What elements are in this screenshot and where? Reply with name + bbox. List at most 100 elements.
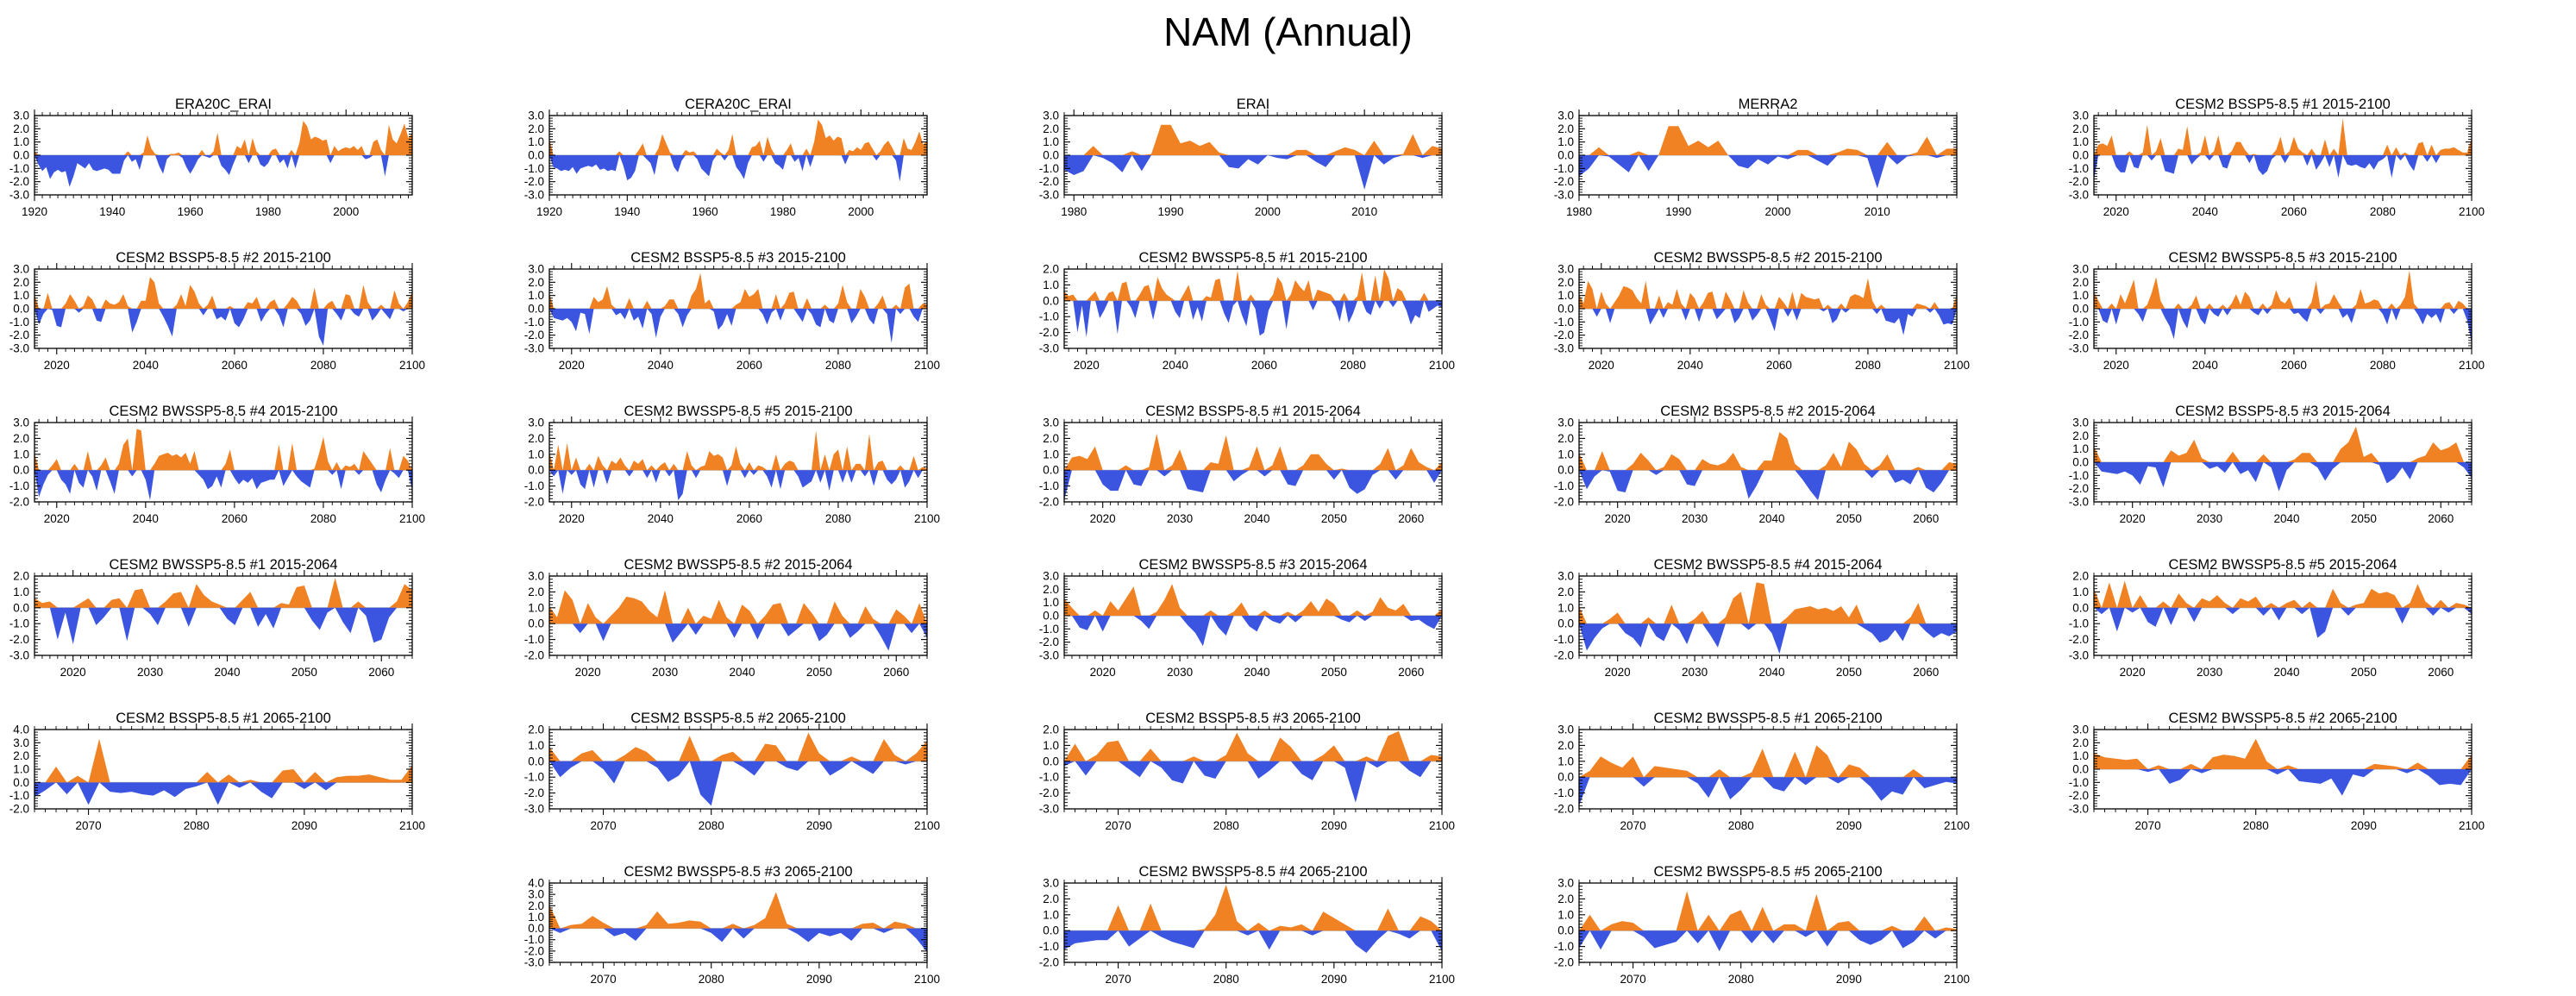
x-axis-tick-label: 1940 [99,205,125,218]
x-axis-tick-label: 2090 [1321,819,1347,832]
y-axis-tick-label: -1.0 [1039,310,1059,323]
y-axis-tick-label: -2.0 [9,633,29,646]
y-axis-tick-label: 0.0 [1043,755,1059,767]
chart-svg: CESM2 BSSP5-8.5 #1 2015-2100 -3.0-2.0-1.0… [2069,97,2485,218]
chart-svg: CESM2 BWSSP5-8.5 #2 2015-2064 -2.0 -1.0 0.0… [524,557,928,679]
x-axis-tick-label: 2040 [2273,512,2299,525]
x-axis-tick-label: 2020 [44,512,70,525]
positive-anomaly-area [549,430,927,471]
y-axis-tick-label: -1.0 [1039,162,1059,175]
positive-anomaly-area [1579,278,1957,309]
y-axis-tick-label: -2.0 [524,175,544,188]
x-axis-tick-label: 2030 [137,666,163,679]
x-axis-tick-label: 2100 [1944,973,1970,986]
x-axis-tick-label: 2060 [1398,512,1424,525]
chart-title: MERRA2 [1739,97,1798,112]
chart-cell: CESM2 BWSSP5-8.5 #2 2065-2100 -3.0 -2.0 -1.… [2059,685,2574,838]
x-axis-tick-label: 2080 [1855,359,1881,372]
x-axis-tick-label: 1960 [693,205,718,218]
y-axis-tick-label: 0.0 [528,922,544,935]
charts-grid: ERA20C_ERAI -3.0 -2.0 -1.0 0.0 1.0 2.0 3.0 1920 1… [0,71,2576,992]
x-axis-tick-label: 2070 [591,819,617,832]
chart-title: CESM2 BSSP5-8.5 #2 2065-2100 [630,711,846,726]
x-axis-tick-label: 2050 [1836,512,1862,525]
x-axis-tick-label: 2040 [133,359,159,372]
y-axis-tick-label: 1.0 [1558,448,1574,460]
x-axis-tick-label: 2090 [1321,973,1347,986]
x-axis-tick-label: 2040 [1758,666,1784,679]
x-axis-tick-label: 2090 [806,819,832,832]
x-axis-tick-label: 2040 [2273,666,2299,679]
y-axis-tick-label: -1.0 [524,771,544,784]
y-axis-tick-label: -1.0 [1554,479,1574,492]
negative-anomaly-area [1064,155,1442,190]
y-axis-tick-label: 1.0 [528,448,544,460]
chart-title: CESM2 BWSSP5-8.5 #4 2015-2064 [1653,557,1882,573]
negative-anomaly-area [1579,155,1957,189]
y-axis-tick-label: 1.0 [1043,739,1059,752]
y-axis-tick-label: 3.0 [2072,110,2089,122]
y-axis-tick-label: 2.0 [528,899,544,912]
y-axis-tick-label: 1.0 [528,289,544,302]
y-axis-tick-label: 0.0 [1558,617,1574,630]
chart-title: CESM2 BWSSP5-8.5 #1 2015-2064 [109,557,337,573]
chart-svg: CESM2 BSSP5-8.5 #1 2065-2100 -2.0-1.00.01… [9,711,425,832]
y-axis-tick-label: -3.0 [9,649,29,662]
x-axis-tick-label: 2020 [2120,666,2146,679]
chart-cell: CESM2 BWSSP5-8.5 #2 2015-2064 -2.0 -1.0 0.0… [515,531,1030,685]
y-axis-tick-label: 1.0 [1558,908,1574,921]
chart-svg: CESM2 BWSSP5-8.5 #3 2065-2100 -3.0-2.0-1.… [524,864,940,986]
x-axis-tick-label: 2040 [1244,666,1269,679]
x-axis-tick-label: 2100 [2459,819,2485,832]
x-axis-tick-label: 2030 [1682,512,1708,525]
positive-anomaly-area [1064,730,1442,761]
x-axis-tick-label: 2060 [222,512,248,525]
y-axis-tick-label: 2.0 [528,586,544,598]
y-axis-tick-label: 0.0 [528,755,544,767]
chart-title: CERA20C_ERAI [685,97,792,112]
y-axis-tick-label: 2.0 [1043,122,1059,135]
x-axis-tick-label: 2000 [848,205,874,218]
positive-anomaly-area [34,577,412,608]
x-axis-tick-label: 1980 [255,205,281,218]
x-axis-tick-label: 2100 [1429,819,1455,832]
y-axis-tick-label: -2.0 [9,496,29,509]
x-axis-tick-label: 2060 [883,666,909,679]
y-axis-tick-label: 3.0 [1043,110,1059,122]
negative-anomaly-area [549,623,927,651]
x-axis-tick-label: 2100 [914,359,940,372]
y-axis-tick-label: 0.0 [528,149,544,162]
y-axis-tick-label: 0.0 [1558,924,1574,937]
chart-svg: CESM2 BWSSP5-8.5 #4 2015-2064 -2.0 -1.0 0.0… [1554,557,1958,679]
y-axis-tick-label: 2.0 [1558,122,1574,135]
y-axis-tick-label: -2.0 [1039,326,1059,339]
y-axis-tick-label: 0.0 [13,149,29,162]
y-axis-tick-label: 1.0 [1043,448,1059,460]
chart-svg: CESM2 BWSSP5-8.5 #2 2015-2100 -3.0-2.0-1.… [1554,250,1970,372]
x-axis-tick-label: 2020 [1589,359,1614,372]
positive-anomaly-area [34,429,412,471]
x-axis-tick-label: 2000 [333,205,359,218]
positive-anomaly-area [549,590,927,624]
y-axis-tick-label: -3.0 [2069,189,2089,202]
x-axis-tick-label: 2050 [291,666,317,679]
y-axis-tick-label: -1.0 [524,479,544,492]
chart-cell: MERRA2 -3.0 -2.0 -1.0 0.0 1.0 2.0 3.0 1980 1990 20… [1545,71,2059,224]
x-axis-tick-label: 2100 [399,359,425,372]
x-axis-tick-label: 2080 [2370,359,2396,372]
y-axis-tick-label: 1.0 [13,763,29,776]
x-axis-tick-label: 2020 [2103,359,2129,372]
x-axis-tick-label: 2060 [2428,512,2454,525]
y-axis-tick-label: -2.0 [2069,633,2089,646]
x-axis-tick-label: 2090 [1836,973,1862,986]
chart-cell: CESM2 BSSP5-8.5 #2 2015-2064 -2.0 -1.0 0.0 1… [1545,378,2059,531]
y-axis-tick-label: -1.0 [524,933,544,946]
chart-svg: CESM2 BSSP5-8.5 #3 2015-2100 -3.0-2.0-1.0… [524,250,940,372]
chart-svg: CESM2 BSSP5-8.5 #2 2015-2100 -3.0-2.0-1.0… [9,250,425,372]
positive-anomaly-area [34,738,412,783]
x-axis-tick-label: 2100 [914,973,940,986]
y-axis-tick-label: -3.0 [524,803,544,816]
y-axis-tick-label: -2.0 [1039,636,1059,648]
y-axis-tick-label: -3.0 [1554,342,1574,355]
y-axis-tick-label: 0.0 [1043,464,1059,477]
